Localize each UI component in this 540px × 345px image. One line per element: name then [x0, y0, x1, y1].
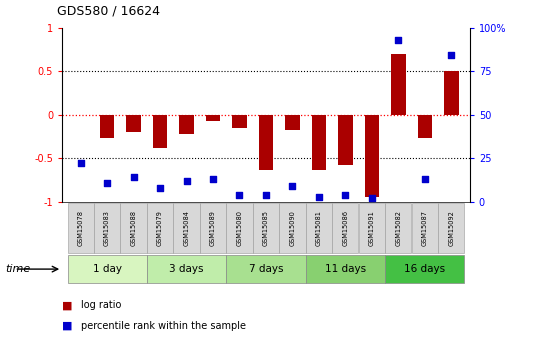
Bar [411, 203, 438, 253]
Bar [200, 203, 226, 253]
Bar [100, 115, 114, 138]
Text: GSM15090: GSM15090 [289, 210, 295, 246]
Bar [253, 203, 279, 253]
Text: GSM15086: GSM15086 [342, 210, 348, 246]
Text: GSM15087: GSM15087 [422, 210, 428, 246]
Point [182, 178, 191, 184]
Text: percentile rank within the sample: percentile rank within the sample [81, 321, 246, 331]
Bar [153, 115, 167, 148]
Bar [364, 115, 379, 197]
Point [288, 184, 297, 189]
Bar [226, 255, 306, 283]
Bar [359, 203, 385, 253]
Text: GSM15082: GSM15082 [395, 210, 401, 246]
Bar [226, 203, 253, 253]
Text: GSM15091: GSM15091 [369, 210, 375, 246]
Point [129, 175, 138, 180]
Bar [68, 255, 147, 283]
Bar [444, 71, 458, 115]
Point [394, 37, 403, 42]
Point [315, 194, 323, 199]
Text: GSM15083: GSM15083 [104, 210, 110, 246]
Bar [312, 115, 326, 170]
Point [76, 161, 85, 166]
Point [235, 192, 244, 198]
Point [156, 185, 164, 191]
Point [262, 192, 271, 198]
Text: GSM15080: GSM15080 [237, 210, 242, 246]
Point [447, 53, 456, 58]
Bar [385, 203, 411, 253]
Bar [306, 255, 385, 283]
Text: GSM15078: GSM15078 [78, 210, 84, 246]
Bar [94, 203, 120, 253]
Bar [147, 203, 173, 253]
Bar [206, 115, 220, 121]
Text: 11 days: 11 days [325, 264, 366, 274]
Bar [179, 115, 194, 134]
Text: GSM15088: GSM15088 [131, 210, 137, 246]
Bar [147, 255, 226, 283]
Text: GDS580 / 16624: GDS580 / 16624 [57, 4, 160, 17]
Text: log ratio: log ratio [81, 300, 122, 310]
Point [341, 192, 350, 198]
Text: 16 days: 16 days [404, 264, 445, 274]
Text: 1 day: 1 day [92, 264, 122, 274]
Bar [338, 115, 353, 165]
Bar [68, 203, 94, 253]
Text: GSM15084: GSM15084 [184, 210, 190, 246]
Text: GSM15081: GSM15081 [316, 210, 322, 246]
Bar [126, 115, 141, 132]
Point [103, 180, 111, 185]
Text: ■: ■ [62, 300, 72, 310]
Bar [332, 203, 359, 253]
Bar [385, 255, 464, 283]
Bar [417, 115, 432, 138]
Bar [279, 203, 306, 253]
Point [208, 176, 217, 182]
Bar [438, 203, 464, 253]
Text: 7 days: 7 days [249, 264, 283, 274]
Bar [306, 203, 332, 253]
Bar [120, 203, 147, 253]
Point [368, 196, 376, 201]
Text: GSM15079: GSM15079 [157, 210, 163, 246]
Text: GSM15092: GSM15092 [448, 210, 454, 246]
Bar [285, 115, 300, 129]
Bar [232, 115, 247, 128]
Text: 3 days: 3 days [169, 264, 204, 274]
Text: ■: ■ [62, 321, 72, 331]
Text: time: time [5, 264, 31, 274]
Bar [391, 54, 406, 115]
Text: GSM15085: GSM15085 [263, 210, 269, 246]
Bar [173, 203, 200, 253]
Bar [259, 115, 273, 170]
Text: GSM15089: GSM15089 [210, 210, 216, 246]
Point [421, 176, 429, 182]
